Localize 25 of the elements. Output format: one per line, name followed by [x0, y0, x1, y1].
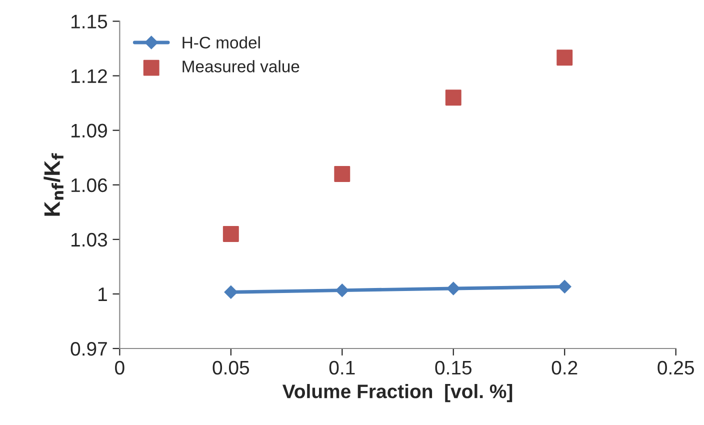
point [556, 50, 573, 66]
x-tick-label: 0.15 [435, 360, 472, 375]
y-tick-label: 1.09 [72, 124, 107, 138]
point [224, 286, 238, 299]
point [446, 282, 460, 296]
y-tick-label: 1.12 [72, 69, 107, 83]
y-tick-label: 0.97 [70, 342, 107, 356]
x-tick-label: 0 [115, 360, 124, 375]
x-tick-label: 0.25 [658, 360, 694, 375]
y-tick-label: 1.06 [72, 178, 108, 192]
x-tick-label: 0.1 [329, 360, 355, 375]
x-tick-label: 0.2 [552, 360, 578, 375]
legend-label: H-C model [182, 36, 260, 48]
y-tick-label: 1.03 [72, 232, 108, 247]
y-axis-title: K$_{nf}$/K$_{f}$ [44, 153, 64, 216]
point [445, 90, 462, 106]
x-axis-title: Volume Fraction [vol. %] [282, 384, 512, 402]
legend-label: Measured value [182, 60, 300, 72]
point [558, 280, 572, 294]
point [334, 166, 350, 182]
point [336, 284, 349, 297]
y-tick-label: 1 [98, 288, 107, 302]
x-tick-label: 0.05 [212, 360, 250, 375]
y-tick-label: 1.15 [72, 14, 108, 28]
point [222, 226, 239, 242]
